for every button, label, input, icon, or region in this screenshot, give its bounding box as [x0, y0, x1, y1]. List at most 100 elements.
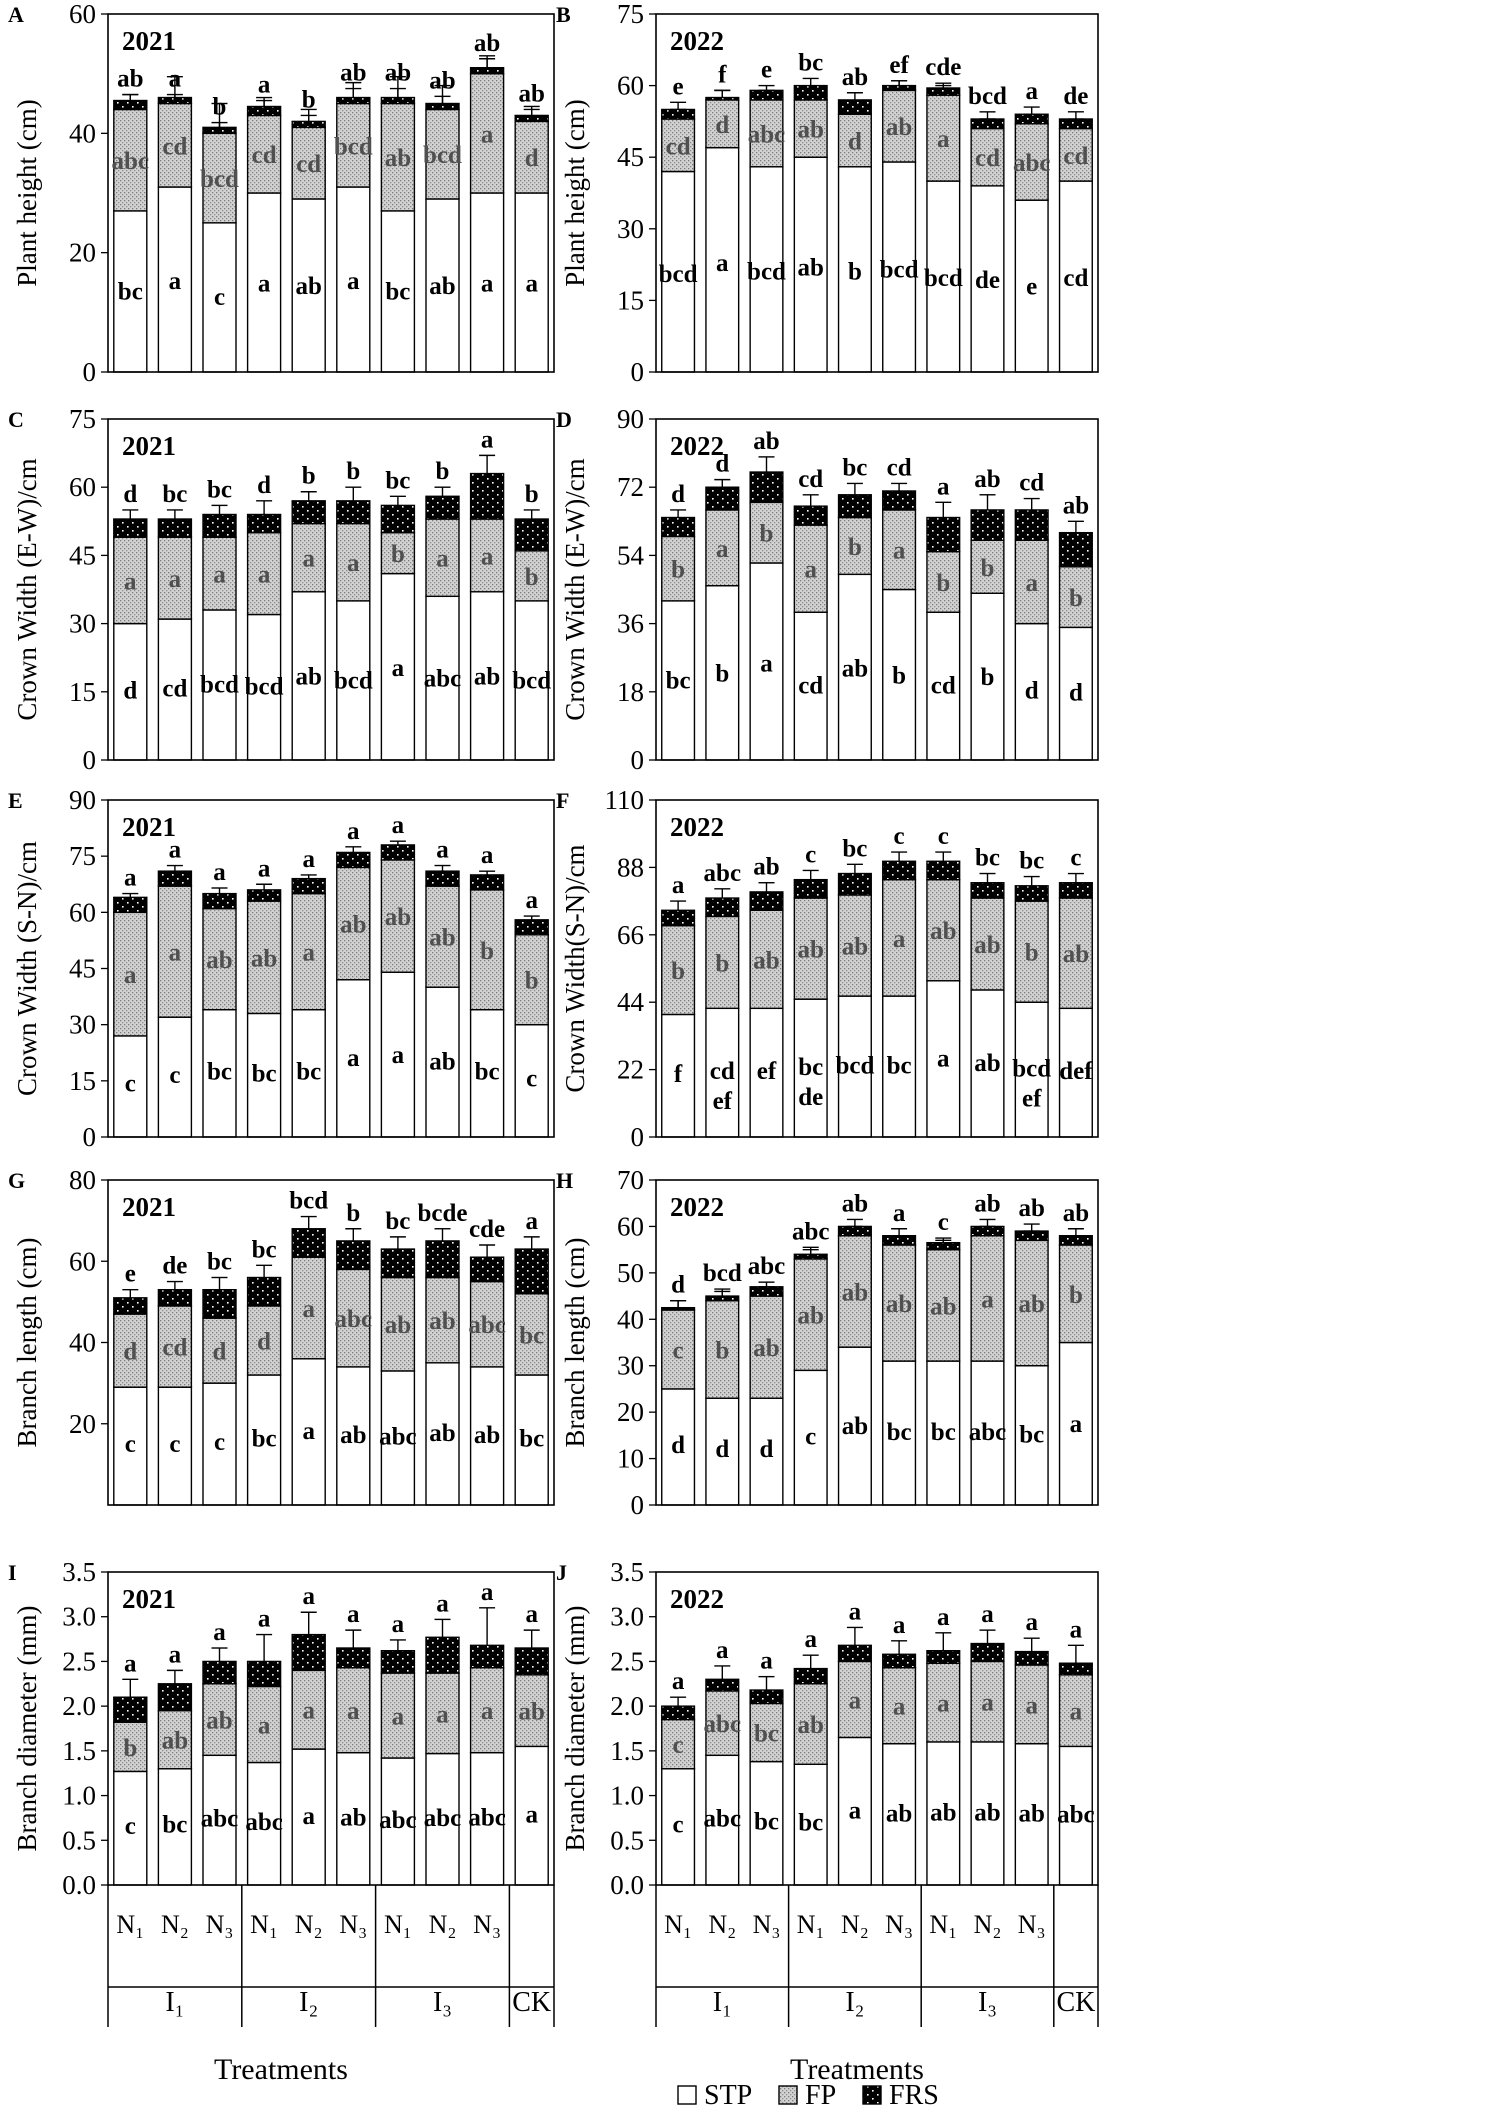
bar-fp [793, 897, 828, 1000]
significance-letter: abc [335, 1306, 373, 1333]
significance-letter: bc [519, 1322, 544, 1349]
bar-fp [1014, 900, 1049, 1003]
significance-letter: cd [1063, 143, 1088, 170]
x-category-label: N₃ [339, 1910, 367, 1939]
significance-letter: ef [713, 1088, 733, 1115]
bar-stp [113, 622, 148, 761]
bar-frs [380, 1248, 416, 1279]
significance-letter: a [481, 842, 494, 869]
x-category-label: N₁ [797, 1910, 825, 1939]
bar-stp [514, 1374, 549, 1506]
bar-fp [336, 866, 371, 981]
significance-letter: a [525, 1208, 538, 1235]
significance-letter: a [436, 1701, 449, 1728]
bar-frs [749, 891, 784, 911]
significance-letter: e [673, 73, 684, 100]
y-tick-label: 40 [69, 1328, 96, 1358]
bar-frs [202, 126, 237, 135]
significance-letter: a [481, 1698, 494, 1725]
x-group-label: I₂ [845, 1987, 864, 2018]
significance-letter: abc [112, 148, 150, 175]
panel-I: I 0.0 0.5 1.0 1.5 2.0 2.5 3.0 3.5 Branch diameter… [8, 1557, 555, 1900]
x-group-label: CK [512, 1987, 551, 2018]
significance-letter: cd [162, 133, 187, 160]
significance-letter: bcd [835, 1053, 874, 1080]
bar-frs [425, 1240, 460, 1279]
y-tick-label: 60 [617, 71, 644, 101]
significance-letter: de [162, 1253, 187, 1280]
y-tick-label: 75 [617, 0, 644, 29]
bar-fp [514, 934, 549, 1026]
y-tick-label: 0.5 [62, 1825, 96, 1855]
significance-letter: a [436, 546, 449, 573]
bar-stp [1058, 180, 1093, 373]
significance-letter: c [214, 1429, 225, 1456]
significance-letter: b [936, 570, 950, 597]
bar-fp [970, 539, 1005, 594]
plot-frame [107, 418, 555, 761]
plot-frame [655, 1571, 1099, 1886]
bar-fp [202, 1683, 237, 1757]
significance-letter: ab [429, 1049, 455, 1076]
bar-frs [425, 870, 460, 887]
bar-frs [793, 1667, 828, 1685]
bar-frs [202, 1288, 237, 1319]
panel-letter-C: C [8, 407, 24, 432]
significance-letter: d [525, 145, 539, 172]
significance-letter: d [123, 1339, 137, 1366]
significance-letter: bc [207, 1249, 232, 1276]
significance-letter: a [302, 1418, 315, 1445]
significance-letter: a [436, 837, 449, 864]
significance-letter: a [124, 865, 137, 892]
bar-fp [425, 518, 460, 598]
bar-frs [380, 1649, 416, 1674]
significance-letter: bc [887, 1419, 912, 1446]
bar-fp [837, 894, 872, 997]
bar-frs [380, 844, 416, 861]
bar-frs [970, 882, 1005, 899]
y-tick-label: 18 [617, 677, 644, 707]
y-tick-label: 40 [617, 1304, 644, 1334]
bar-stp [837, 573, 872, 761]
significance-letter: a [981, 1601, 994, 1628]
bar-fp [882, 509, 917, 591]
bar-fp [157, 1305, 193, 1388]
significance-letter: a [525, 1802, 538, 1829]
y-tick-label: 60 [69, 1246, 96, 1276]
bar-fp [882, 89, 917, 163]
y-tick-label: 1.0 [62, 1781, 96, 1811]
significance-letter: cd [975, 145, 1000, 172]
panel-letter-J: J [556, 1560, 567, 1585]
y-tick-label: 0 [631, 1490, 645, 1520]
y-axis-label: Plant height (cm) [12, 99, 42, 286]
bar-frs [1014, 885, 1049, 902]
bar-fp [469, 518, 505, 593]
bar-frs [661, 516, 696, 538]
year-label: 2022 [670, 26, 724, 56]
bar-fp [469, 889, 505, 1011]
legend: STP FP FRS [677, 2080, 939, 2111]
significance-letter: bcd [512, 667, 551, 694]
y-tick-label: 1.0 [610, 1781, 644, 1811]
bar-frs [291, 500, 326, 525]
bar-stp [425, 1362, 460, 1506]
significance-letter: a [937, 473, 950, 500]
significance-letter: bc [207, 476, 232, 503]
significance-letter: a [258, 562, 271, 589]
bar-fp [970, 1660, 1005, 1743]
significance-letter: ab [1063, 941, 1089, 968]
significance-letter: cd [162, 1335, 187, 1362]
bar-fp [113, 536, 148, 625]
x-category-label: N₂ [841, 1910, 869, 1939]
treatment-axis-right: N₁ N₂ N₃ N₁ N₂ N₃ N₁ N₂ N₃ I₁ I₂ I₃ CK Treatments [655, 1885, 1099, 2086]
y-tick-label: 90 [69, 785, 96, 815]
bar-stp [970, 1741, 1005, 1886]
bar-fp [793, 1258, 828, 1372]
legend-label-fp: FP [805, 2080, 836, 2111]
x-axis-title: Treatments [790, 2053, 924, 2086]
bar-fp [336, 522, 371, 602]
bar-frs [113, 1297, 148, 1315]
significance-letter: cde [925, 54, 961, 81]
bar-fp [469, 72, 505, 194]
significance-letter: b [760, 521, 774, 548]
